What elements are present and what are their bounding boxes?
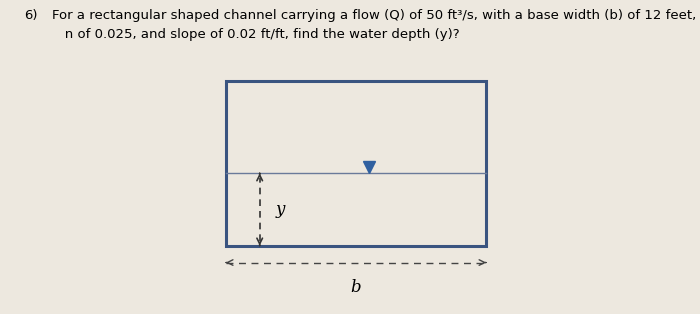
Text: b: b (351, 279, 361, 296)
Text: y: y (276, 201, 286, 218)
Bar (226, 81, 486, 246)
Text: For a rectangular shaped channel carrying a flow (Q) of 50 ft³/s, with a base wi: For a rectangular shaped channel carryin… (52, 9, 700, 41)
Text: 6): 6) (25, 9, 38, 22)
